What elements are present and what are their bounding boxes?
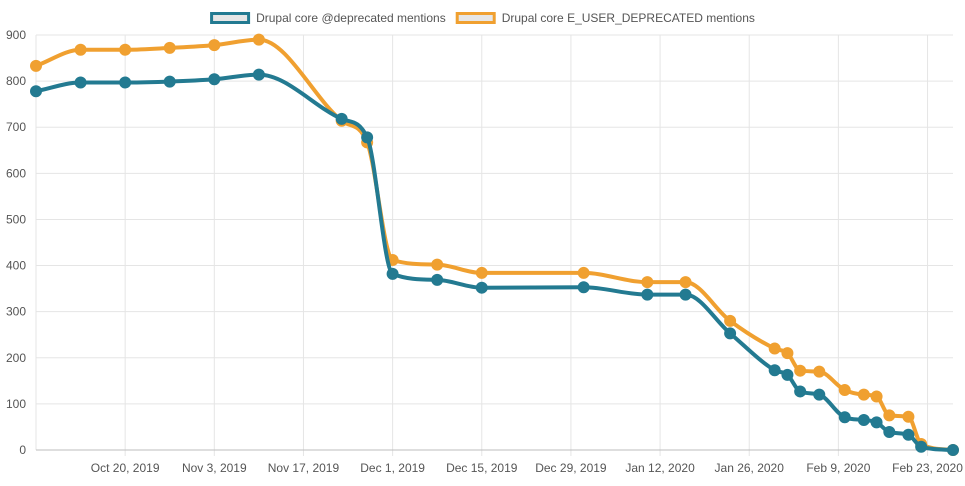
data-point[interactable] xyxy=(163,41,176,54)
data-point[interactable] xyxy=(335,112,348,125)
y-tick-label: 100 xyxy=(6,397,26,411)
data-point[interactable] xyxy=(870,390,883,403)
grid xyxy=(35,34,953,456)
series-line xyxy=(34,37,955,452)
data-point[interactable] xyxy=(252,33,265,46)
data-point[interactable] xyxy=(30,85,42,98)
data-point[interactable] xyxy=(857,388,870,401)
y-tick-label: 800 xyxy=(6,74,26,88)
data-point[interactable] xyxy=(768,364,781,377)
series-1 xyxy=(30,68,959,456)
data-point[interactable] xyxy=(679,276,692,289)
y-tick-label: 900 xyxy=(6,28,26,42)
x-tick-label: Jan 26, 2020 xyxy=(715,461,785,475)
data-point[interactable] xyxy=(163,75,176,88)
legend-label: Drupal core @deprecated mentions xyxy=(256,11,446,25)
data-point[interactable] xyxy=(119,76,132,89)
x-tick-label: Feb 23, 2020 xyxy=(892,461,963,475)
data-point[interactable] xyxy=(475,281,488,294)
data-point[interactable] xyxy=(838,384,851,397)
x-tick-label: Jan 12, 2020 xyxy=(625,461,695,475)
y-tick-label: 500 xyxy=(6,212,26,226)
legend-item-2[interactable]: Drupal core E_USER_DEPRECATED mentions xyxy=(455,11,755,25)
legend-item-1[interactable]: Drupal core @deprecated mentions xyxy=(210,11,446,25)
legend-swatch xyxy=(455,12,496,24)
data-point[interactable] xyxy=(902,428,915,441)
data-point[interactable] xyxy=(857,414,870,427)
y-tick-label: 600 xyxy=(6,166,26,180)
y-tick-label: 300 xyxy=(6,305,26,319)
data-point[interactable] xyxy=(781,347,794,360)
data-point[interactable] xyxy=(30,59,42,72)
data-point[interactable] xyxy=(838,411,851,424)
data-point[interactable] xyxy=(208,73,221,86)
data-point[interactable] xyxy=(74,76,87,89)
data-point[interactable] xyxy=(883,426,896,439)
data-point[interactable] xyxy=(947,444,959,456)
data-point[interactable] xyxy=(781,368,794,381)
x-tick-label: Feb 9, 2020 xyxy=(806,461,870,475)
x-tick-label: Nov 17, 2019 xyxy=(268,461,340,475)
y-tick-label: 700 xyxy=(6,120,26,134)
data-point[interactable] xyxy=(813,388,826,401)
data-point[interactable] xyxy=(386,267,399,280)
data-point[interactable] xyxy=(724,327,737,340)
x-tick-label: Dec 29, 2019 xyxy=(535,461,607,475)
data-point[interactable] xyxy=(794,385,807,398)
x-tick-label: Nov 3, 2019 xyxy=(182,461,247,475)
x-tick-label: Oct 20, 2019 xyxy=(91,461,160,475)
data-point[interactable] xyxy=(870,416,883,429)
data-point[interactable] xyxy=(208,39,221,52)
data-point[interactable] xyxy=(361,131,374,144)
data-point[interactable] xyxy=(252,68,265,81)
legend-label: Drupal core E_USER_DEPRECATED mentions xyxy=(502,11,755,25)
data-point[interactable] xyxy=(431,258,444,271)
y-tick-label: 0 xyxy=(19,443,26,457)
legend-swatch xyxy=(210,12,251,24)
data-point[interactable] xyxy=(768,342,781,355)
x-tick-label: Dec 1, 2019 xyxy=(360,461,425,475)
data-point[interactable] xyxy=(641,288,654,301)
data-point[interactable] xyxy=(119,43,132,56)
data-point[interactable] xyxy=(794,364,807,377)
data-point[interactable] xyxy=(813,365,826,378)
data-point[interactable] xyxy=(74,43,87,56)
data-point[interactable] xyxy=(724,314,737,327)
x-tick-label: Dec 15, 2019 xyxy=(446,461,518,475)
data-point[interactable] xyxy=(902,410,915,423)
data-point[interactable] xyxy=(641,276,654,289)
data-point[interactable] xyxy=(577,266,590,279)
data-point[interactable] xyxy=(577,281,590,294)
data-point[interactable] xyxy=(431,273,444,286)
y-tick-label: 200 xyxy=(6,351,26,365)
data-point[interactable] xyxy=(883,409,896,422)
data-point[interactable] xyxy=(915,440,928,453)
y-tick-label: 400 xyxy=(6,259,26,273)
data-point[interactable] xyxy=(679,288,692,301)
data-point[interactable] xyxy=(475,266,488,279)
legend: Drupal core @deprecated mentions Drupal c… xyxy=(210,11,755,25)
